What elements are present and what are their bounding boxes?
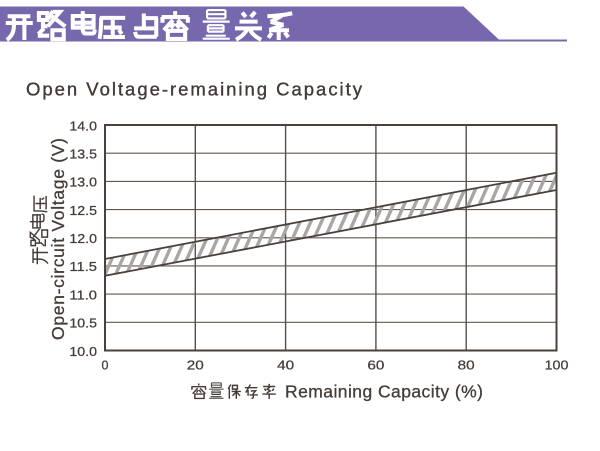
svg-text:0: 0 [102, 359, 109, 373]
svg-text:20: 20 [187, 359, 204, 373]
svg-text:10.5: 10.5 [69, 317, 97, 331]
svg-text:12.0: 12.0 [69, 232, 97, 246]
svg-text:Open Voltage-remaining Capacit: Open Voltage-remaining Capacity [26, 79, 363, 100]
svg-text:11.0: 11.0 [69, 288, 97, 302]
svg-text:11.5: 11.5 [69, 260, 97, 274]
svg-text:13.5: 13.5 [69, 148, 97, 162]
svg-text:10.0: 10.0 [69, 345, 97, 359]
svg-text:100: 100 [545, 359, 569, 373]
svg-text:13.0: 13.0 [69, 176, 97, 190]
svg-text:14.0: 14.0 [69, 119, 97, 133]
svg-text:80: 80 [458, 359, 475, 373]
svg-text:40: 40 [277, 359, 294, 373]
svg-text:Remaining Capacity (%): Remaining Capacity (%) [285, 382, 483, 402]
svg-text:Open-circuit Voltage (V): Open-circuit Voltage (V) [48, 138, 68, 340]
svg-text:12.5: 12.5 [69, 204, 97, 218]
svg-text:60: 60 [367, 359, 384, 373]
